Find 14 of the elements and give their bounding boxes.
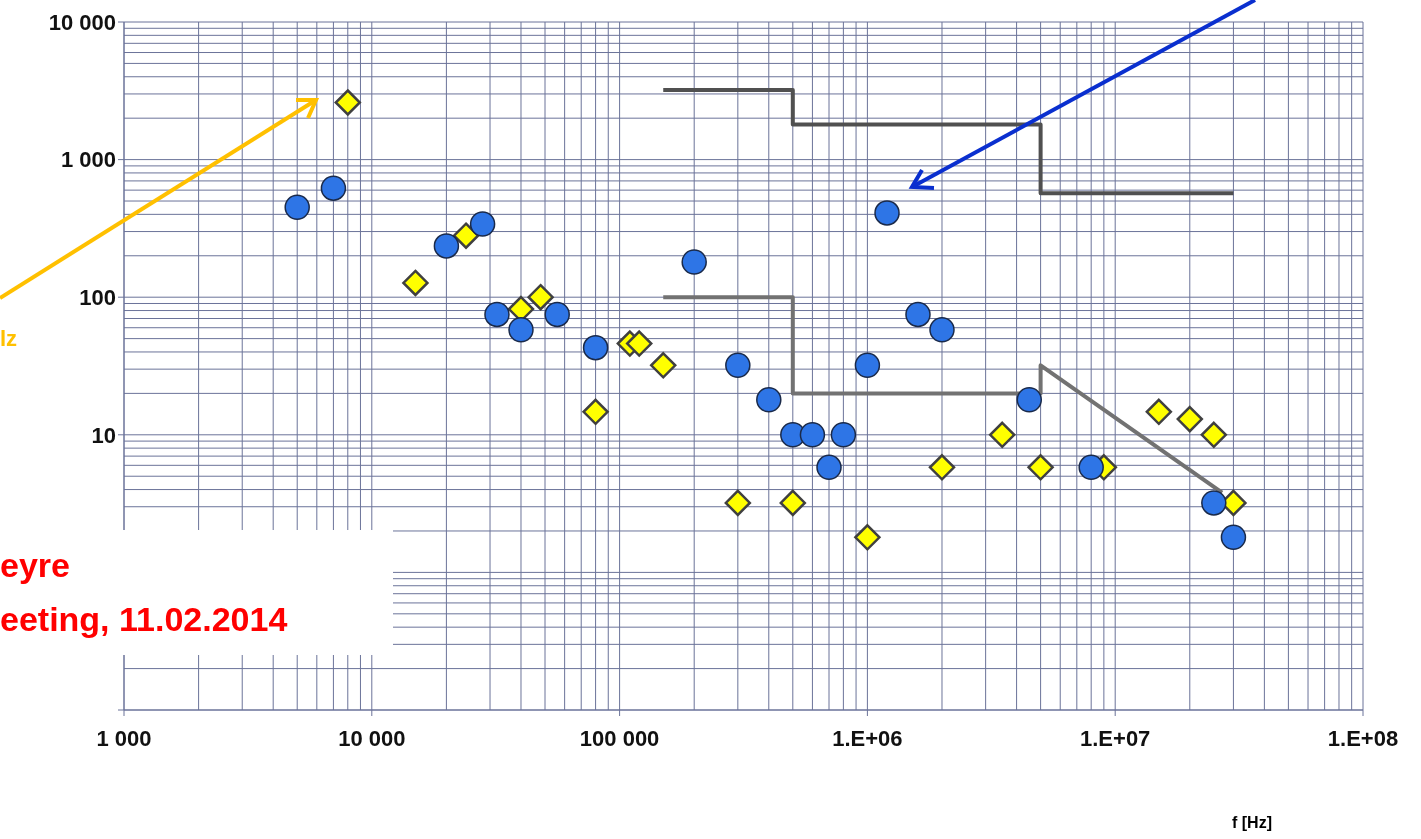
y-tick-label: 10 bbox=[91, 422, 116, 448]
y-tick-label: 1 000 bbox=[60, 147, 116, 173]
y-tick-label: 100 bbox=[79, 285, 116, 311]
x-tick-label: 1 000 bbox=[96, 725, 152, 751]
text: eyre bbox=[0, 546, 70, 585]
y-tick-label: 10 000 bbox=[48, 9, 116, 35]
x-tick-label: 1.E+07 bbox=[1080, 725, 1151, 751]
x-tick-label: 100 000 bbox=[579, 725, 660, 751]
annotation: eeting, 11.02.2014 bbox=[0, 600, 288, 639]
x-axis-title: f [Hz] bbox=[1232, 814, 1272, 832]
text: lz bbox=[0, 326, 18, 352]
x-tick-label: 1.E+06 bbox=[832, 725, 903, 751]
x-tick-label: 1.E+08 bbox=[1327, 725, 1399, 751]
x-tick-label: 10 000 bbox=[338, 725, 406, 751]
